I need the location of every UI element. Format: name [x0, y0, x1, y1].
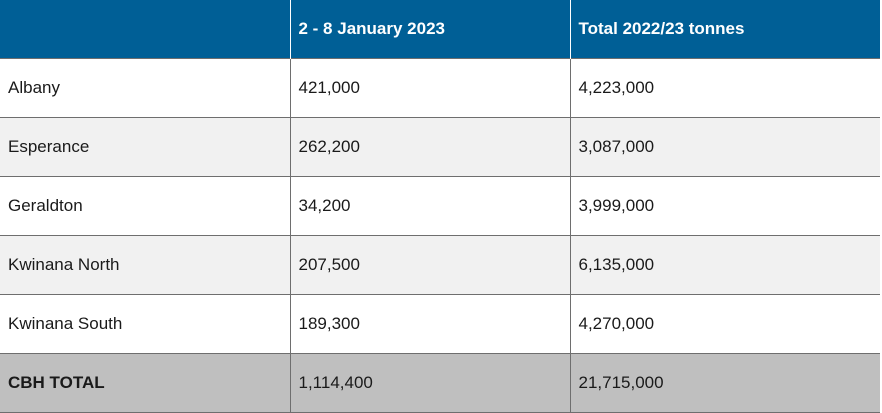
table-row: Albany 421,000 4,223,000: [0, 57, 880, 117]
total-cell: 4,223,000: [569, 57, 880, 117]
total-label: CBH TOTAL: [0, 352, 290, 413]
total-cell: 3,087,000: [569, 116, 880, 176]
total-week-cell: 1,114,400: [289, 352, 570, 413]
header-week: 2 - 8 January 2023: [289, 0, 570, 58]
table-row: Esperance 262,200 3,087,000: [0, 116, 880, 176]
total-season-cell: 21,715,000: [569, 352, 880, 413]
header-port: [0, 0, 290, 58]
port-cell: Kwinana South: [0, 293, 290, 353]
port-cell: Albany: [0, 57, 290, 117]
week-cell: 262,200: [289, 116, 570, 176]
total-cell: 3,999,000: [569, 175, 880, 235]
header-total: Total 2022/23 tonnes: [569, 0, 880, 58]
table-row: Geraldton 34,200 3,999,000: [0, 175, 880, 235]
total-cell: 6,135,000: [569, 234, 880, 294]
port-cell: Kwinana North: [0, 234, 290, 294]
table-row: Kwinana North 207,500 6,135,000: [0, 234, 880, 294]
total-row: CBH TOTAL 1,114,400 21,715,000: [0, 352, 880, 413]
port-cell: Geraldton: [0, 175, 290, 235]
week-cell: 34,200: [289, 175, 570, 235]
week-cell: 207,500: [289, 234, 570, 294]
week-cell: 421,000: [289, 57, 570, 117]
table-row: Kwinana South 189,300 4,270,000: [0, 293, 880, 353]
total-cell: 4,270,000: [569, 293, 880, 353]
port-cell: Esperance: [0, 116, 290, 176]
week-cell: 189,300: [289, 293, 570, 353]
table-header-row: 2 - 8 January 2023 Total 2022/23 tonnes: [0, 0, 880, 58]
